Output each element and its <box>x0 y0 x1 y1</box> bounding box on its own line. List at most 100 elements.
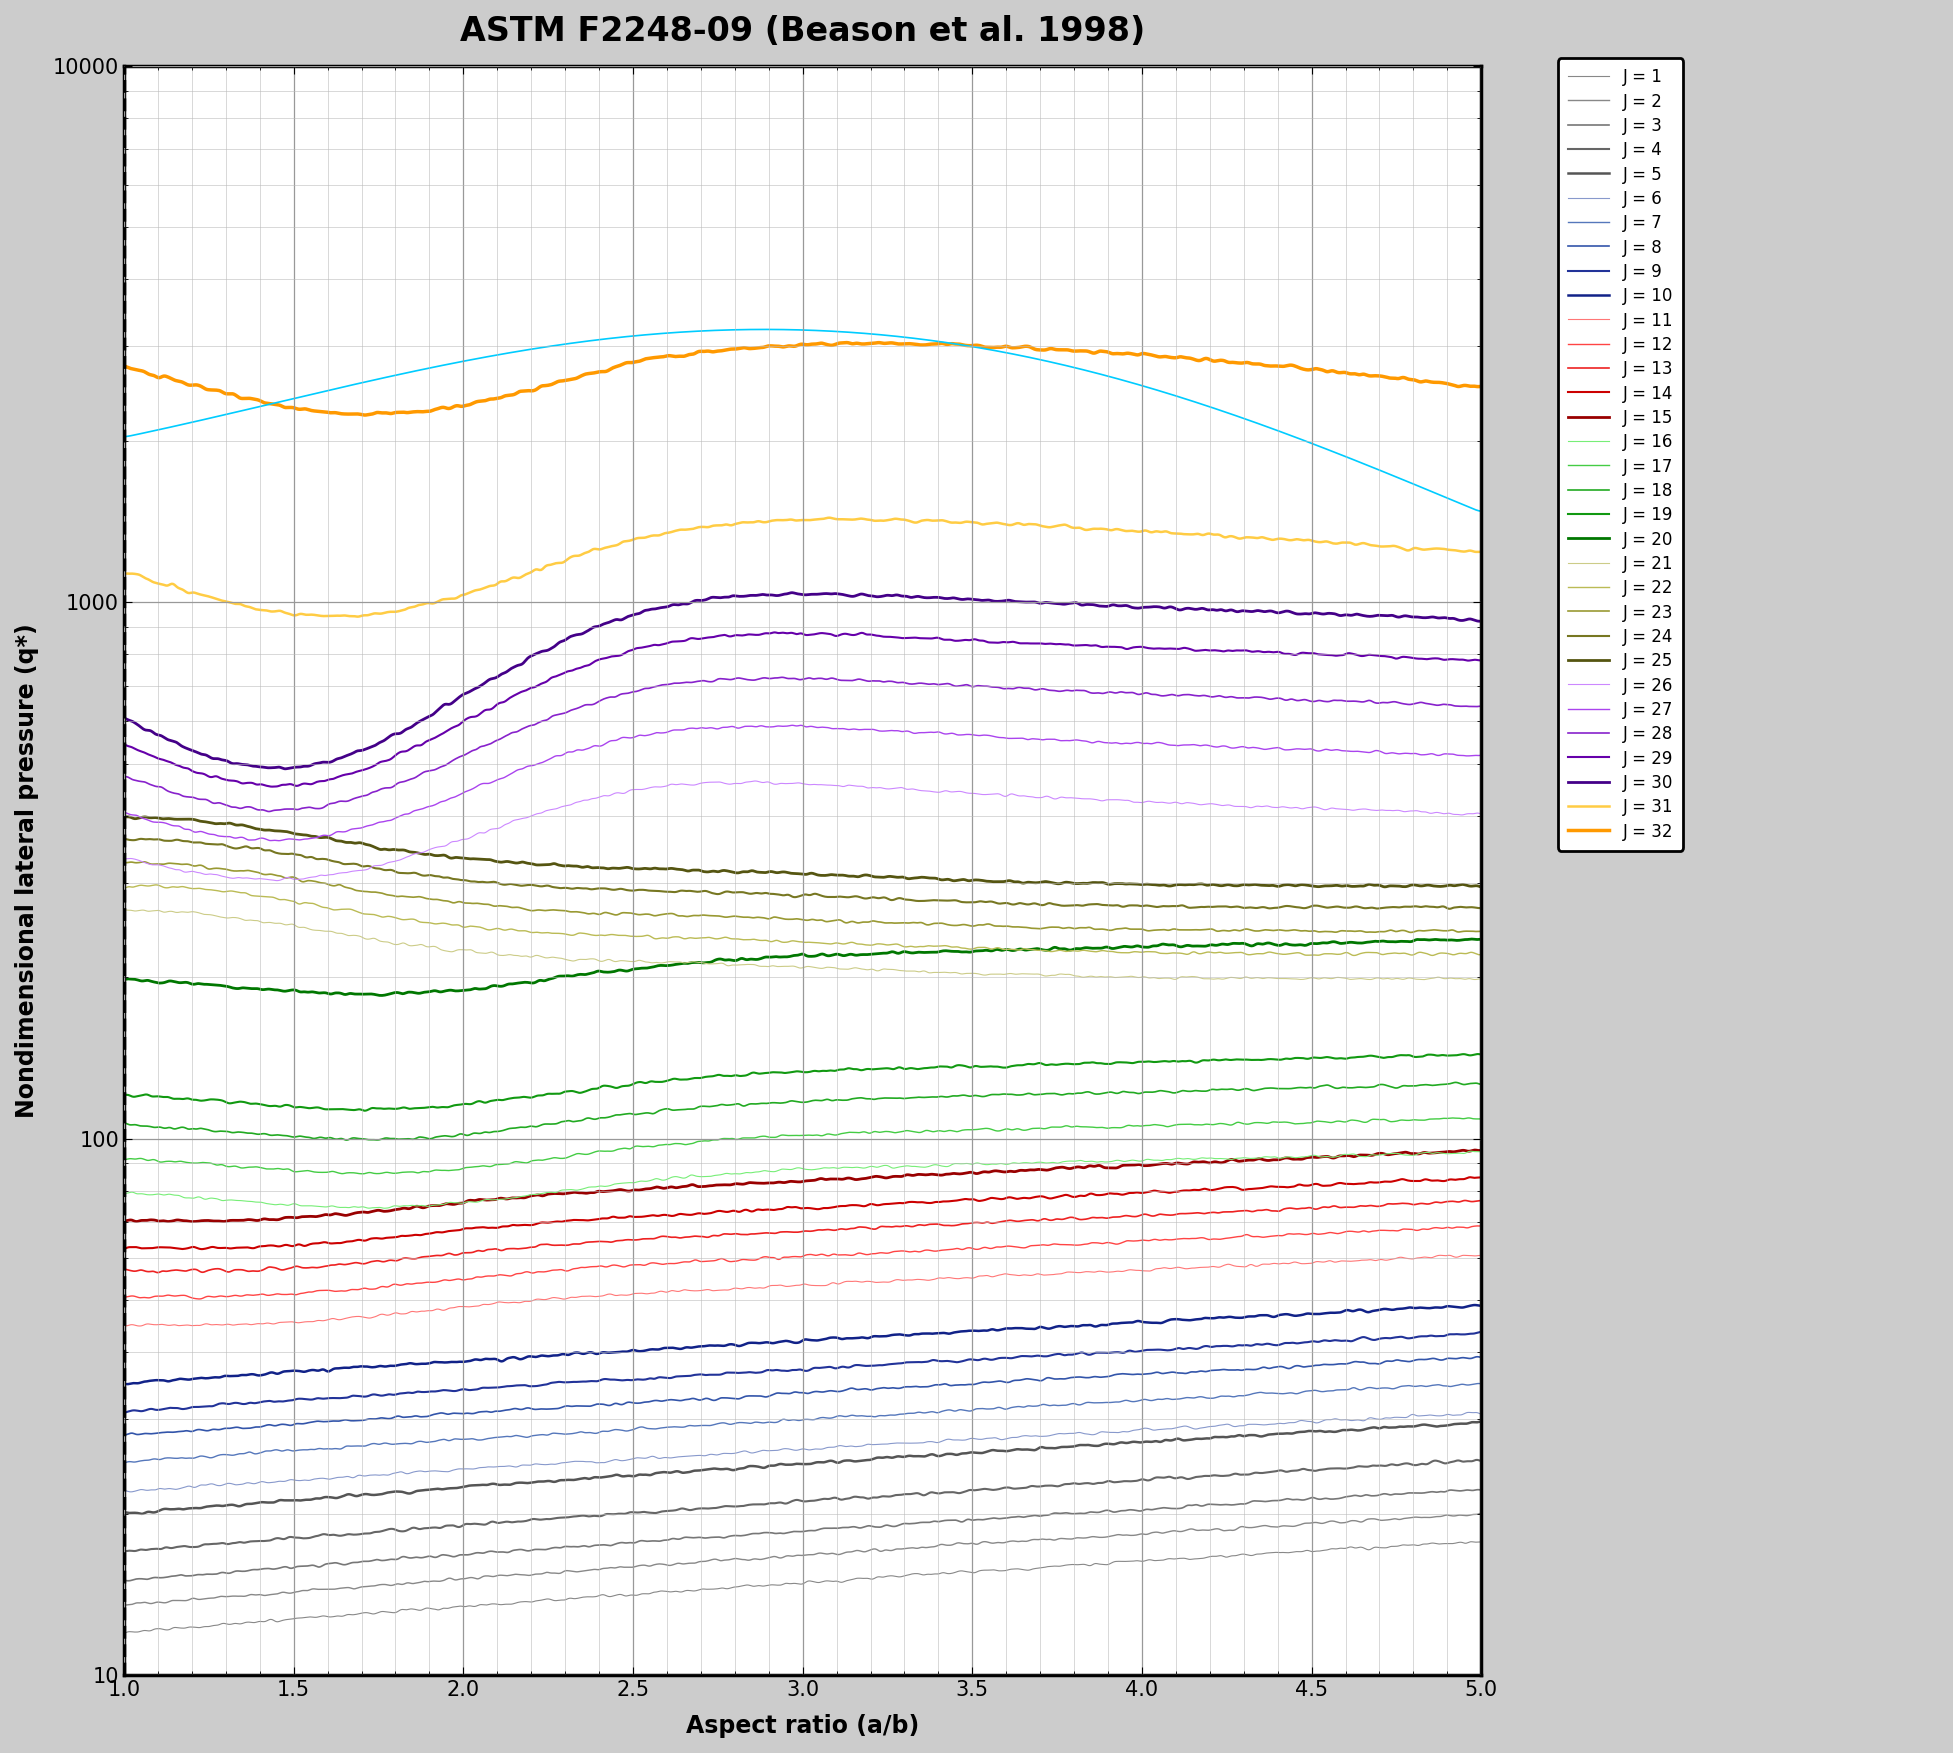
J = 8 <box>662 1390 686 1411</box>
J = 12 <box>1469 1215 1492 1236</box>
J = 21 <box>1045 964 1068 985</box>
J = 5 <box>1045 1437 1068 1458</box>
J = 24 <box>1170 894 1193 915</box>
J = 14 <box>189 1239 213 1260</box>
J = 27 <box>111 801 135 822</box>
J = 10 <box>115 1374 139 1395</box>
Line: J = 5: J = 5 <box>123 1422 1480 1515</box>
J = 9 <box>1195 1336 1219 1357</box>
J = 9 <box>1170 1338 1193 1359</box>
J = 1 <box>711 1578 734 1599</box>
J = 26 <box>1047 787 1070 808</box>
Line: J = 27: J = 27 <box>123 726 1480 841</box>
Line: J = 31: J = 31 <box>123 517 1480 617</box>
J = 13 <box>1172 1203 1195 1224</box>
J = 7 <box>250 1441 273 1462</box>
Line: J = 14: J = 14 <box>123 1178 1480 1250</box>
J = 27 <box>1469 745 1492 766</box>
J = 14 <box>1469 1167 1492 1189</box>
J = 22 <box>711 927 734 948</box>
J = 1 <box>1469 1532 1492 1553</box>
J = 27 <box>662 719 686 740</box>
J = 27 <box>250 827 273 848</box>
Line: J = 6: J = 6 <box>123 1413 1480 1492</box>
J = 20 <box>662 954 686 975</box>
Line: J = 26: J = 26 <box>123 782 1480 880</box>
J = 16 <box>711 1164 734 1185</box>
J = 24 <box>1437 898 1461 919</box>
J = 28 <box>769 666 793 687</box>
J = 20 <box>1045 938 1068 959</box>
J = 30 <box>1047 593 1070 614</box>
Line: J = 8: J = 8 <box>123 1357 1480 1436</box>
J = 27 <box>268 831 291 852</box>
J = 29 <box>260 777 283 798</box>
J = 26 <box>266 869 289 891</box>
Line: J = 7: J = 7 <box>123 1383 1480 1462</box>
J = 2 <box>1170 1522 1193 1543</box>
J = 2 <box>250 1585 273 1606</box>
J = 26 <box>662 773 686 794</box>
J = 18 <box>1443 1071 1467 1092</box>
J = 32 <box>111 356 135 377</box>
J = 22 <box>1045 940 1068 961</box>
J = 23 <box>252 864 275 885</box>
Line: J = 11: J = 11 <box>123 1255 1480 1327</box>
J = 18 <box>111 1113 135 1134</box>
J = 18 <box>1197 1080 1221 1101</box>
X-axis label: Aspect ratio (a/b): Aspect ratio (a/b) <box>686 1714 920 1737</box>
J = 2 <box>1469 1502 1492 1523</box>
J = 14 <box>1045 1187 1068 1208</box>
J = 31 <box>1174 524 1197 545</box>
J = 16 <box>250 1192 273 1213</box>
Line: J = 29: J = 29 <box>123 633 1480 787</box>
J = 22 <box>143 875 166 896</box>
J = 12 <box>1172 1229 1195 1250</box>
J = 22 <box>1172 943 1195 964</box>
Line: J = 10: J = 10 <box>123 1304 1480 1385</box>
J = 23 <box>1197 919 1221 940</box>
J = 2 <box>1195 1520 1219 1541</box>
J = 15 <box>111 1210 135 1231</box>
J = 1 <box>250 1611 273 1632</box>
J = 32 <box>1197 349 1221 370</box>
J = 4 <box>250 1530 273 1551</box>
Line: J = 17: J = 17 <box>123 1118 1480 1175</box>
J = 10 <box>662 1338 686 1359</box>
J = 12 <box>711 1248 734 1269</box>
J = 19 <box>1197 1050 1221 1071</box>
J = 8 <box>1465 1346 1488 1367</box>
J = 25 <box>117 806 141 827</box>
J = 29 <box>1174 638 1197 659</box>
J = 2 <box>1045 1529 1068 1550</box>
J = 3 <box>1467 1480 1490 1501</box>
J = 32 <box>711 340 734 361</box>
J = 22 <box>1469 945 1492 966</box>
J = 16 <box>1459 1141 1482 1162</box>
J = 10 <box>1469 1295 1492 1317</box>
J = 6 <box>119 1481 143 1502</box>
J = 19 <box>711 1066 734 1087</box>
J = 5 <box>1197 1429 1221 1450</box>
J = 16 <box>373 1197 396 1218</box>
J = 9 <box>1045 1345 1068 1366</box>
J = 17 <box>711 1127 734 1148</box>
J = 30 <box>111 708 135 729</box>
J = 12 <box>1045 1234 1068 1255</box>
Title: ASTM F2248-09 (Beason et al. 1998): ASTM F2248-09 (Beason et al. 1998) <box>461 16 1144 47</box>
J = 29 <box>662 631 686 652</box>
J = 12 <box>662 1253 686 1274</box>
J = 6 <box>111 1480 135 1501</box>
J = 6 <box>1457 1402 1480 1423</box>
J = 10 <box>1045 1317 1068 1338</box>
J = 16 <box>1197 1148 1221 1169</box>
J = 26 <box>1197 794 1221 815</box>
J = 31 <box>250 600 273 621</box>
J = 31 <box>111 563 135 584</box>
J = 14 <box>711 1201 734 1222</box>
J = 15 <box>180 1211 203 1232</box>
Line: J = 25: J = 25 <box>123 817 1480 887</box>
J = 24 <box>111 829 135 850</box>
J = 18 <box>1045 1083 1068 1104</box>
Line: J = 20: J = 20 <box>123 940 1480 996</box>
